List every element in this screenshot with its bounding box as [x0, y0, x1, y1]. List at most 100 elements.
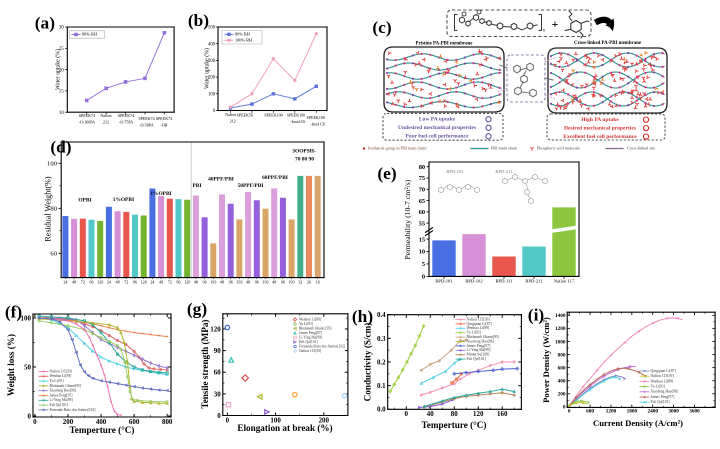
svg-text:Imidazole group in PBI main ch: Imidazole group in PBI main chain — [368, 145, 427, 150]
svg-text:Phosphoric acid molecule: Phosphoric acid molecule — [537, 146, 580, 151]
svg-text:0.0: 0.0 — [377, 406, 386, 414]
svg-text:96: 96 — [281, 279, 285, 284]
svg-text:Nafion 115[39]: Nafion 115[39] — [467, 317, 490, 321]
svg-text:PBI main chain: PBI main chain — [491, 146, 518, 151]
svg-text:96: 96 — [133, 279, 137, 284]
svg-text:60: 60 — [214, 369, 221, 377]
svg-text:300: 300 — [208, 59, 216, 64]
svg-text:Poor fuel cell performance: Poor fuel cell performance — [406, 134, 469, 140]
svg-text:120: 120 — [184, 279, 190, 284]
svg-text:n: n — [543, 29, 546, 34]
svg-text:Cross-linked PA-PBI membrane: Cross-linked PA-PBI membrane — [574, 41, 642, 46]
svg-text:70: 70 — [419, 187, 425, 194]
svg-text:24: 24 — [107, 279, 112, 284]
svg-text:400: 400 — [208, 42, 216, 47]
svg-text:James Peng[97]: James Peng[97] — [650, 395, 674, 399]
svg-text:Wenhao Li[89]: Wenhao Li[89] — [299, 317, 321, 321]
svg-text:20: 20 — [59, 68, 64, 73]
svg-text:Weight loss (%): Weight loss (%) — [6, 334, 16, 396]
svg-text:0: 0 — [27, 412, 31, 420]
svg-text:60PPF/PBI: 60PPF/PBI — [262, 175, 288, 181]
svg-text:Elongation at break (%): Elongation at break (%) — [237, 423, 332, 433]
svg-text:Water uptake (%): Water uptake (%) — [203, 48, 210, 89]
svg-text:48: 48 — [116, 279, 120, 284]
svg-text:Bholanath Ghanti[95]: Bholanath Ghanti[95] — [49, 384, 81, 388]
svg-text:48: 48 — [194, 279, 198, 284]
svg-text:80: 80 — [50, 206, 57, 213]
svg-text:600: 600 — [586, 409, 594, 415]
svg-text:Permeability (10-7 cm²/s): Permeability (10-7 cm²/s) — [403, 179, 412, 259]
svg-text:(f): (f) — [5, 302, 23, 321]
svg-text:1000: 1000 — [555, 339, 566, 345]
svg-text:72: 72 — [168, 279, 172, 284]
svg-text:Erli Qu[101]: Erli Qu[101] — [467, 357, 486, 361]
svg-text:60: 60 — [419, 209, 425, 216]
svg-text:500: 500 — [208, 26, 216, 31]
svg-text:Power Density (W/cm²): Power Density (W/cm²) — [541, 317, 551, 403]
svg-text:(i): (i) — [528, 306, 545, 325]
svg-text:(d): (d) — [50, 138, 71, 157]
svg-text:Temperture (°C): Temperture (°C) — [422, 420, 487, 430]
svg-text:0: 0 — [422, 274, 425, 281]
svg-text:30: 30 — [59, 26, 64, 31]
svg-text:200: 200 — [208, 76, 216, 81]
svg-text:24: 24 — [63, 279, 68, 284]
svg-text:Yu Li[91]: Yu Li[91] — [299, 322, 313, 326]
svg-text:SPEEK100: SPEEK100 — [307, 115, 325, 120]
svg-text:40: 40 — [427, 410, 434, 418]
svg-text:65: 65 — [419, 198, 425, 205]
svg-text:BPD-101: BPD-101 — [446, 169, 464, 174]
svg-text:212: 212 — [103, 119, 109, 124]
svg-text:10: 10 — [59, 111, 64, 116]
svg-text:72: 72 — [81, 279, 85, 284]
svg-text:(h): (h) — [352, 307, 373, 326]
svg-text:80% RH: 80% RH — [82, 32, 97, 37]
svg-text:PBI: PBI — [192, 183, 201, 189]
svg-text:5: 5 — [422, 261, 425, 268]
svg-text:Desired mechanical properties: Desired mechanical properties — [564, 125, 637, 131]
svg-text:0: 0 — [33, 418, 37, 426]
svg-text:OPBI: OPBI — [78, 197, 91, 203]
svg-text:Minan Su[100]: Minan Su[100] — [467, 353, 490, 357]
svg-text:BPD-102: BPD-102 — [465, 279, 483, 284]
svg-text:0: 0 — [217, 412, 221, 420]
svg-text:0.1: 0.1 — [377, 382, 386, 390]
svg-text:Conductivity (S/cm): Conductivity (S/cm) — [363, 323, 373, 402]
svg-text:Residual Weight(%): Residual Weight(%) — [43, 176, 52, 241]
svg-text:-O-50PA: -O-50PA — [139, 122, 153, 127]
svg-text:Yu Li[91]: Yu Li[91] — [467, 331, 482, 335]
svg-text:SPEEK74: SPEEK74 — [156, 116, 172, 121]
svg-text:(b): (b) — [188, 11, 209, 30]
svg-text:60: 60 — [50, 251, 57, 258]
svg-text:100: 100 — [270, 416, 281, 424]
svg-text:Xiaofeng Hao[96]: Xiaofeng Hao[96] — [49, 389, 75, 393]
svg-text:Bholanath Ghanti [95]: Bholanath Ghanti [95] — [299, 326, 331, 330]
svg-text:0.3: 0.3 — [377, 335, 386, 343]
svg-text:26: 26 — [307, 279, 311, 284]
svg-text:SPEEK56: SPEEK56 — [237, 112, 253, 117]
svg-text:2400: 2400 — [647, 409, 658, 415]
svg-text:30: 30 — [214, 390, 221, 398]
svg-text:1800: 1800 — [627, 409, 638, 415]
svg-text:High PA uptake: High PA uptake — [581, 117, 619, 123]
svg-text:SPEEK100: SPEEK100 — [264, 112, 282, 117]
svg-text:Cross-linked site: Cross-linked site — [627, 146, 655, 151]
svg-text:1%OPBI: 1%OPBI — [113, 197, 134, 203]
svg-text:(c): (c) — [372, 18, 391, 37]
svg-text:25: 25 — [59, 47, 64, 52]
svg-text:212: 212 — [230, 118, 236, 123]
svg-text:0: 0 — [568, 409, 571, 415]
svg-text:Tensile strength (MPa): Tensile strength (MPa) — [200, 320, 210, 409]
svg-text:80% RH: 80% RH — [235, 31, 250, 36]
svg-text:200: 200 — [319, 416, 330, 424]
svg-text:48: 48 — [272, 279, 276, 284]
svg-text:Li-Ying Ma[99]: Li-Ying Ma[99] — [49, 398, 72, 402]
svg-text:Undesired mechanical propertie: Undesired mechanical properties — [398, 125, 477, 131]
svg-text:James Peng[97]: James Peng[97] — [299, 331, 322, 335]
svg-text:-Imid C6: -Imid C6 — [310, 121, 325, 126]
svg-text:SPEEK74: SPEEK74 — [118, 113, 134, 118]
svg-text:40PPF/PBI: 40PPF/PBI — [208, 176, 234, 182]
svg-text:96: 96 — [176, 279, 180, 284]
svg-text:Nafion 115[39]: Nafion 115[39] — [650, 374, 673, 378]
svg-text:48: 48 — [220, 279, 224, 284]
